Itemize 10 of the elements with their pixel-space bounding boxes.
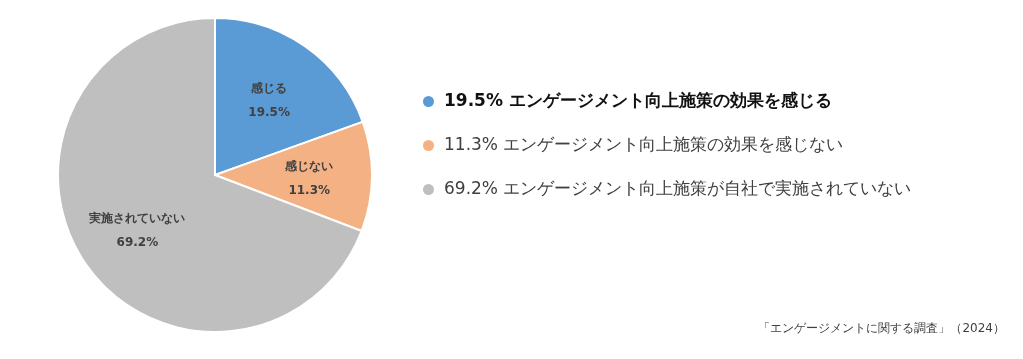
legend-label: 19.5% エンゲージメント向上施策の効果を感じる [444,90,832,110]
legend-label: 69.2% エンゲージメント向上施策が自社で実施されていない [444,178,912,198]
data-label: 69.2% [116,235,159,250]
data-label: 11.3% [288,182,331,197]
text: 「エンゲージメントに関する調査」（2024） [758,320,1005,337]
text: 実施されていない [88,211,186,226]
text: 感じない [284,158,334,173]
legend-label: 11.3% エンゲージメント向上施策の効果を感じない [444,134,844,154]
data-label: 19.5% [248,104,290,119]
text: 感じる [250,80,288,95]
